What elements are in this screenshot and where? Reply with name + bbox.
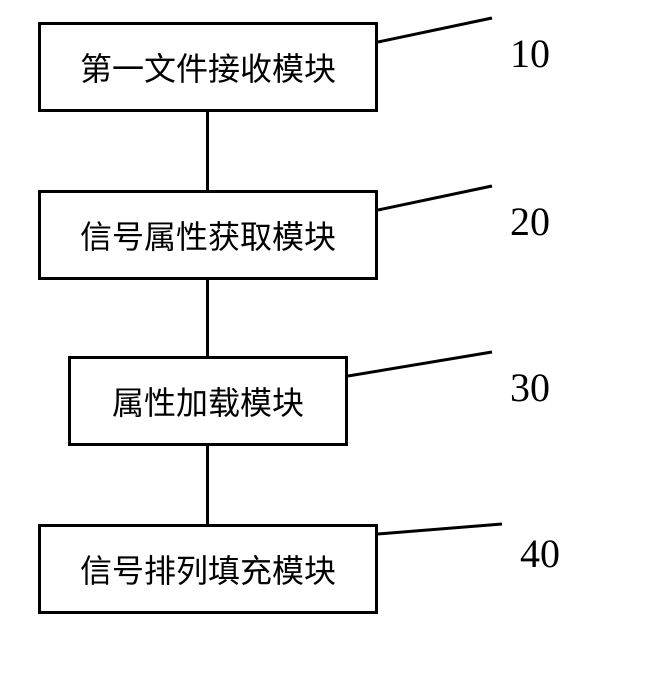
connector	[206, 112, 209, 190]
node-number-label: 10	[510, 30, 550, 77]
node-box-n2: 信号属性获取模块	[38, 190, 378, 280]
flowchart-diagram: 第一文件接收模块 10 信号属性获取模块 20 属性加载模块 30 信号排列填充模块 40	[0, 0, 662, 679]
node-number-label: 40	[520, 530, 560, 577]
node-number-label: 30	[510, 364, 550, 411]
connector	[206, 446, 209, 524]
node-box-n4: 信号排列填充模块	[38, 524, 378, 614]
node-box-n3: 属性加载模块	[68, 356, 348, 446]
node-label: 信号属性获取模块	[80, 212, 336, 258]
node-label: 信号排列填充模块	[80, 546, 336, 592]
node-box-n1: 第一文件接收模块	[38, 22, 378, 112]
node-number-label: 20	[510, 198, 550, 245]
connector	[206, 280, 209, 356]
node-label: 属性加载模块	[112, 378, 304, 424]
node-label: 第一文件接收模块	[80, 44, 336, 90]
